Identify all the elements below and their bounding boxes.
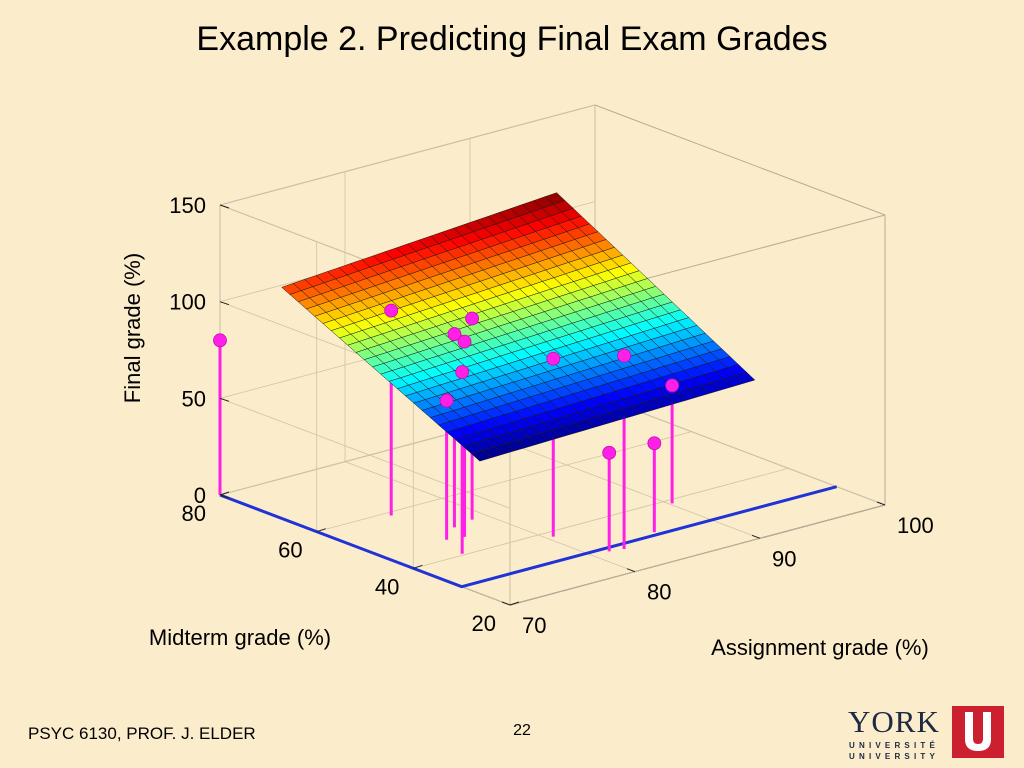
grid-floor-x-80 <box>344 461 636 573</box>
data-point-9 <box>617 348 632 363</box>
grid-back-z-150 <box>219 104 596 206</box>
course-footer: PSYC 6130, PROF. J. ELDER <box>28 724 256 743</box>
x-tick-80: 80 <box>647 580 671 605</box>
slide-title: Example 2. Predicting Final Exam Grades <box>196 20 828 58</box>
tick-labels: 0 50 100 150 70 80 90 100 20 40 60 80 <box>169 193 933 638</box>
y-tick-80: 80 <box>182 501 206 526</box>
york-u-mark-icon <box>952 706 1004 758</box>
z-axis-label: Final grade (%) <box>120 253 145 403</box>
x-axis-label: Assignment grade (%) <box>711 635 929 660</box>
z-tick-150: 150 <box>169 193 206 218</box>
grid-floor-y-40 <box>413 467 789 569</box>
data-point-7 <box>465 311 480 326</box>
data-point-4 <box>457 334 472 349</box>
y-tick-20: 20 <box>472 611 496 636</box>
z-tick-100: 100 <box>169 290 206 315</box>
data-point-12 <box>665 378 680 393</box>
grid-floor-y-20 <box>509 504 886 606</box>
data-point-11 <box>647 436 662 451</box>
x-tick-90: 90 <box>772 546 796 571</box>
logo-subtitle-en: UNIVERSITY <box>849 752 940 761</box>
data-point-3 <box>439 393 454 408</box>
data-point-10 <box>602 445 617 460</box>
data-point-1 <box>213 333 227 348</box>
x-tick-70: 70 <box>522 613 546 638</box>
z-tick-50: 50 <box>182 386 206 411</box>
y-axis-label: Midterm grade (%) <box>149 625 331 650</box>
x-tick-100: 100 <box>897 513 934 538</box>
logo-wordmark: YORK <box>848 704 940 739</box>
logo-subtitle-fr: UNIVERSITÉ <box>849 741 940 750</box>
york-university-logo: YORK UNIVERSITÉ UNIVERSITY <box>848 706 1008 762</box>
data-point-8 <box>546 351 561 366</box>
regression-surface <box>281 192 756 462</box>
page-number: 22 <box>513 722 531 739</box>
box-top-right-y <box>594 104 886 216</box>
y-tick-40: 40 <box>375 574 399 599</box>
floor-projection-line <box>219 485 838 589</box>
data-point-6 <box>447 327 462 341</box>
regression-line <box>219 485 838 589</box>
y-tick-60: 60 <box>278 538 302 563</box>
axis-labels: Assignment grade (%) Midterm grade (%) F… <box>120 253 929 660</box>
data-point-2 <box>455 365 470 379</box>
data-point-5 <box>384 303 399 318</box>
grid-floor-y-60 <box>316 431 692 533</box>
data-markers <box>213 303 680 460</box>
z-tick-0: 0 <box>194 483 206 508</box>
